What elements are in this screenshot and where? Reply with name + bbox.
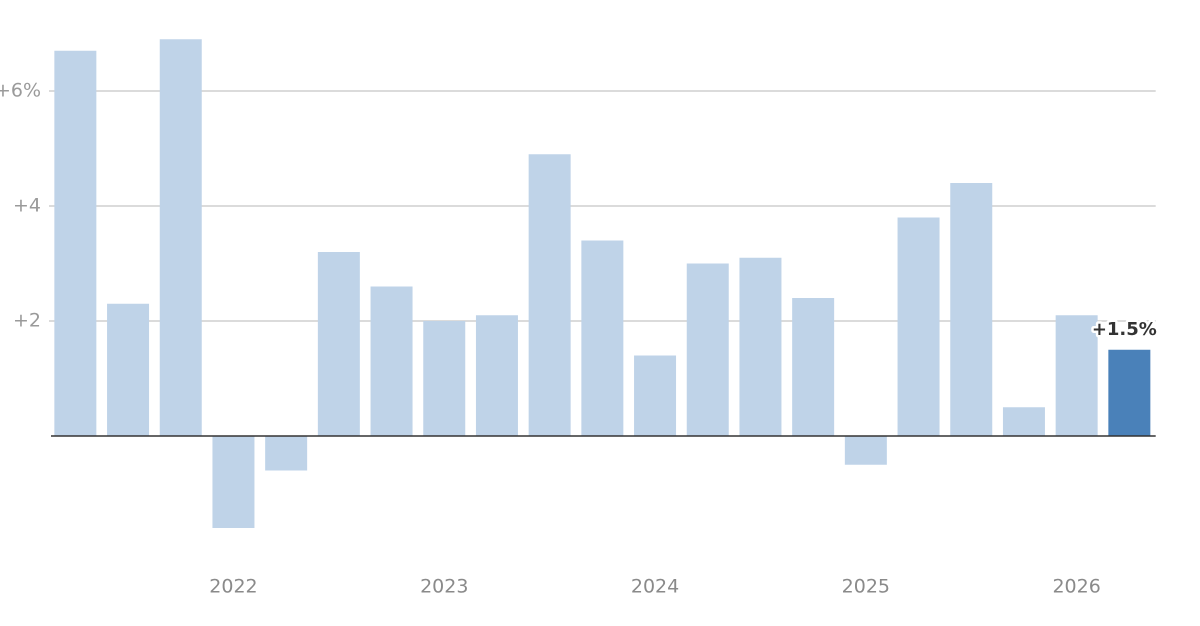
bar (844, 436, 887, 465)
x-tick-label: 2023 (420, 576, 468, 598)
bar (54, 50, 97, 436)
bar (581, 240, 624, 436)
bar (1055, 315, 1098, 436)
bar (370, 286, 413, 436)
x-tick-label: 2025 (842, 576, 890, 598)
bar (107, 303, 150, 436)
bar (317, 252, 360, 436)
bar (1108, 349, 1151, 436)
y-tick-label: +4 (13, 195, 41, 217)
x-tick-label: 2024 (631, 576, 679, 598)
bar (634, 355, 677, 436)
bar (1002, 407, 1045, 436)
bar (950, 183, 993, 436)
bar (739, 257, 782, 436)
x-tick-label: 2026 (1052, 576, 1100, 598)
y-tick-label: +6% (0, 80, 41, 102)
bar (897, 217, 940, 436)
bar (423, 321, 466, 436)
value-label: +1.5% (1092, 319, 1157, 340)
x-tick-label: 2022 (209, 576, 257, 598)
bar (792, 298, 835, 436)
bar (159, 39, 202, 436)
bar (528, 154, 571, 436)
bar (475, 315, 518, 436)
y-tick-label: +2 (13, 310, 41, 332)
bar (212, 436, 255, 528)
bar (686, 263, 729, 436)
bar (265, 436, 308, 471)
